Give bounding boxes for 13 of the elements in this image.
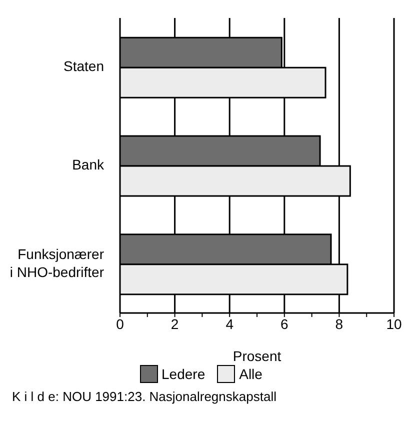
x-tick-label: 0 — [116, 316, 124, 332]
text: K i l d e: NOU 1991:23. Nasjonalregnskapstall — [12, 389, 278, 404]
y-tick-label: Staten — [64, 58, 104, 74]
legend-label: Alle — [239, 366, 262, 382]
x-axis-title: Prosent — [232, 348, 282, 364]
y-tick-label: Funksjonærer i NHO-bedrifter — [10, 246, 104, 280]
x-tick-label: 4 — [226, 316, 234, 332]
x-tick-label: 6 — [280, 316, 288, 332]
x-tick-label: 2 — [170, 316, 179, 332]
x-tick-label: 10 — [386, 316, 402, 332]
legend-label: Ledere — [162, 366, 206, 382]
x-tick-label: 8 — [335, 316, 344, 332]
y-tick-label: Bank — [72, 156, 105, 172]
